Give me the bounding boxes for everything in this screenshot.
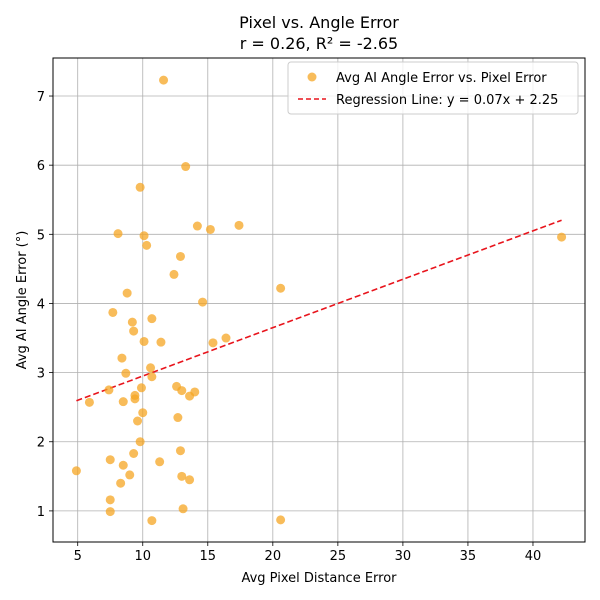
scatter-point — [130, 394, 140, 404]
points-layer — [71, 75, 567, 526]
scatter-point — [234, 220, 244, 230]
scatter-point — [155, 457, 165, 467]
scatter-point — [192, 221, 202, 231]
scatter-point — [121, 368, 131, 378]
scatter-point — [175, 251, 185, 261]
scatter-point — [105, 507, 115, 517]
legend-box — [287, 61, 579, 115]
scatter-point — [117, 353, 127, 363]
scatter-point — [113, 229, 123, 239]
scatter-point — [105, 455, 115, 465]
x-tick-label: 30 — [395, 549, 412, 564]
scatter-point — [135, 182, 145, 192]
x-axis-ticks: 5 10 15 20 25 30 35 40 — [74, 542, 542, 564]
scatter-point — [276, 515, 286, 525]
scatter-point — [169, 269, 179, 279]
scatter-point — [108, 307, 118, 317]
scatter-point — [173, 413, 183, 423]
y-tick-label: 5 — [37, 228, 45, 243]
scatter-point — [105, 495, 115, 505]
x-tick-label: 15 — [200, 549, 217, 564]
scatter-point — [221, 333, 231, 343]
scatter-point — [185, 391, 195, 401]
scatter-point — [122, 288, 132, 298]
scatter-point — [156, 337, 166, 347]
scatter-point — [127, 317, 137, 327]
scatter-point — [185, 475, 195, 485]
scatter-point — [71, 466, 81, 476]
x-tick-label: 20 — [265, 549, 282, 564]
chart-title: Pixel vs. Angle Error — [239, 13, 399, 32]
y-tick-label: 2 — [37, 436, 45, 451]
regression-layer — [76, 219, 562, 402]
scatter-point — [159, 75, 169, 85]
scatter-point — [178, 504, 188, 514]
scatter-point — [181, 162, 191, 172]
legend-label-regression: Regression Line: y = 0.07x + 2.25 — [336, 93, 558, 108]
scatter-point — [138, 408, 148, 418]
scatter-point — [208, 338, 218, 348]
y-axis-ticks: 1 2 3 4 5 6 7 — [37, 90, 53, 520]
scatter-point — [118, 460, 128, 470]
scatter-point — [125, 470, 135, 480]
scatter-point — [147, 516, 157, 526]
x-tick-label: 35 — [460, 549, 477, 564]
y-tick-label: 3 — [37, 367, 45, 382]
legend-label-points: Avg AI Angle Error vs. Pixel Error — [336, 71, 547, 86]
scatter-point — [139, 231, 149, 241]
legend: Avg AI Angle Error vs. Pixel Error Regre… — [287, 61, 579, 115]
x-tick-label: 5 — [74, 549, 82, 564]
scatter-point — [116, 478, 126, 488]
scatter-point — [147, 372, 157, 382]
scatter-point — [147, 314, 157, 324]
chart-subtitle: r = 0.26, R² = -2.65 — [240, 34, 398, 53]
x-tick-label: 40 — [525, 549, 542, 564]
y-tick-label: 1 — [37, 505, 45, 520]
plot-area-frame — [52, 57, 586, 543]
y-tick-label: 7 — [37, 90, 45, 105]
scatter-point — [205, 224, 215, 234]
scatter-point — [104, 385, 114, 395]
scatter-point — [177, 386, 187, 396]
scatter-point — [139, 336, 149, 346]
scatter-point — [129, 326, 139, 336]
scatter-point — [146, 363, 156, 373]
x-axis-label: Avg Pixel Distance Error — [241, 571, 397, 586]
scatter-point — [276, 283, 286, 293]
y-tick-label: 6 — [37, 159, 45, 174]
scatter-point — [136, 383, 146, 393]
scatter-point — [129, 448, 139, 458]
scatter-point — [177, 471, 187, 481]
x-tick-label: 10 — [134, 549, 151, 564]
scatter-point — [142, 240, 152, 250]
scatter-point — [557, 232, 567, 242]
scatter-point — [198, 297, 208, 307]
legend-marker-points — [307, 72, 317, 82]
scatter-point — [84, 397, 94, 407]
scatter-point — [135, 437, 145, 447]
scatter-point — [175, 446, 185, 456]
x-tick-label: 25 — [330, 549, 347, 564]
scatter-point — [133, 416, 143, 426]
y-tick-label: 4 — [37, 297, 45, 312]
scatter-point — [118, 397, 128, 407]
regression-line — [76, 219, 562, 402]
y-axis-label: Avg AI Angle Error (°) — [15, 231, 30, 370]
